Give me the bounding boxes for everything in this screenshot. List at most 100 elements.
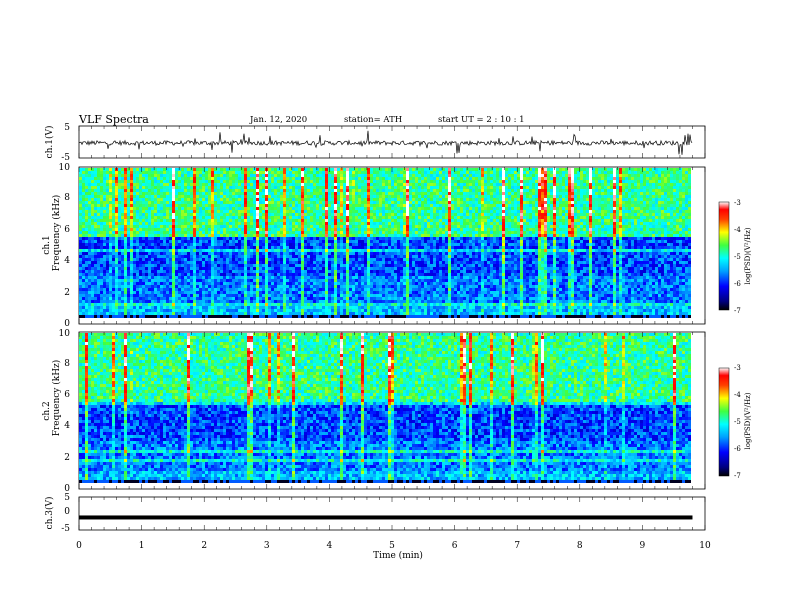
spectrogram-cell: [97, 219, 100, 222]
spectrogram-cell: [244, 261, 247, 264]
spectrogram-cell: [181, 282, 184, 285]
spectrogram-cell: [208, 186, 211, 189]
spectrogram-cell: [244, 231, 247, 234]
spectrogram-cell: [169, 198, 172, 201]
spectrogram-cell: [256, 270, 259, 273]
spectrogram-cell: [217, 252, 220, 255]
spectrogram-cell: [328, 180, 331, 183]
spectrogram-cell: [151, 258, 154, 261]
spectrogram-cell: [367, 177, 370, 180]
spectrogram-cell: [202, 303, 205, 306]
spectrogram-cell: [295, 267, 298, 270]
spectrogram-cell: [103, 255, 106, 258]
spectrogram-cell: [241, 294, 244, 297]
spectrogram-cell: [235, 219, 238, 222]
spectrogram-cell: [298, 240, 301, 243]
spectrogram-cell: [190, 189, 193, 192]
spectrogram-cell: [265, 273, 268, 276]
spectrogram-cell: [271, 228, 274, 231]
spectrogram-cell: [337, 198, 340, 201]
spectrogram-cell: [178, 180, 181, 183]
spectrogram-cell: [262, 198, 265, 201]
spectrogram-cell: [214, 168, 217, 171]
spectrogram-cell: [349, 243, 352, 246]
spectrogram-cell: [331, 243, 334, 246]
spectrogram-cell: [121, 192, 124, 195]
spectrogram-cell: [145, 261, 148, 264]
spectrogram-cell: [103, 177, 106, 180]
spectrogram-cell: [130, 276, 133, 279]
spectrogram-cell: [178, 219, 181, 222]
spectrogram-cell: [208, 276, 211, 279]
spectrogram-cell: [241, 249, 244, 252]
spectrogram-cell: [298, 285, 301, 288]
spectrogram-cell: [277, 282, 280, 285]
spectrogram-cell: [301, 309, 304, 312]
spectrogram-cell: [148, 243, 151, 246]
spectrogram-cell: [109, 315, 112, 318]
spectrogram-cell: [277, 279, 280, 282]
spectrogram-cell: [79, 270, 82, 273]
spectrogram-cell: [229, 258, 232, 261]
spectrogram-cell: [319, 237, 322, 240]
spectrogram-cell: [331, 207, 334, 210]
spectrogram-cell: [112, 204, 115, 207]
spectrogram-cell: [196, 210, 199, 213]
spectrogram-cell: [127, 288, 130, 291]
spectrogram-cell: [283, 306, 286, 309]
spectrogram-cell: [286, 240, 289, 243]
spectrogram-cell: [205, 306, 208, 309]
spectrogram-cell: [373, 306, 376, 309]
spectrogram-cell: [187, 282, 190, 285]
spectrogram-cell: [310, 186, 313, 189]
spectrogram-cell: [262, 270, 265, 273]
spectrogram-cell: [286, 210, 289, 213]
spectrogram-cell: [250, 300, 253, 303]
spectrogram-cell: [274, 228, 277, 231]
spectrogram-cell: [202, 216, 205, 219]
spectrogram-cell: [268, 309, 271, 312]
spectrogram-cell: [268, 267, 271, 270]
spectrogram-cell: [142, 168, 145, 171]
spectrogram-cell: [370, 168, 373, 171]
spectrogram-cell: [217, 312, 220, 315]
spectrogram-cell: [298, 282, 301, 285]
spectrogram-cell: [223, 225, 226, 228]
spectrogram-cell: [133, 288, 136, 291]
spectrogram-cell: [157, 297, 160, 300]
spectrogram-cell: [328, 261, 331, 264]
spectrogram-cell: [160, 204, 163, 207]
spectrogram-cell: [307, 252, 310, 255]
spectrogram-cell: [88, 171, 91, 174]
spectrogram-cell: [166, 240, 169, 243]
spectrogram-cell: [211, 306, 214, 309]
spectrogram-cell: [298, 213, 301, 216]
spectrogram-cell: [352, 207, 355, 210]
spectrogram-cell: [241, 171, 244, 174]
spectrogram-cell: [154, 279, 157, 282]
spectrogram-cell: [205, 246, 208, 249]
spectrogram-cell: [163, 279, 166, 282]
spectrogram-cell: [367, 273, 370, 276]
spectrogram-cell: [136, 189, 139, 192]
spectrogram-cell: [286, 309, 289, 312]
spectrogram-cell: [307, 192, 310, 195]
spectrogram-cell: [304, 222, 307, 225]
spectrogram-cell: [118, 198, 121, 201]
spectrogram-cell: [115, 195, 118, 198]
spectrogram-cell: [217, 282, 220, 285]
spectrogram-cell: [127, 180, 130, 183]
spectrogram-cell: [325, 240, 328, 243]
spectrogram-cell: [367, 216, 370, 219]
spectrogram-cell: [106, 216, 109, 219]
spectrogram-cell: [301, 168, 304, 171]
spectrogram-cell: [217, 192, 220, 195]
spectrogram-cell: [346, 300, 349, 303]
spectrogram-cell: [145, 303, 148, 306]
spectrogram-cell: [250, 228, 253, 231]
spectrogram-cell: [349, 291, 352, 294]
spectrogram-cell: [349, 198, 352, 201]
spectrogram-cell: [91, 300, 94, 303]
spectrogram-cell: [145, 195, 148, 198]
spectrogram-cell: [271, 204, 274, 207]
